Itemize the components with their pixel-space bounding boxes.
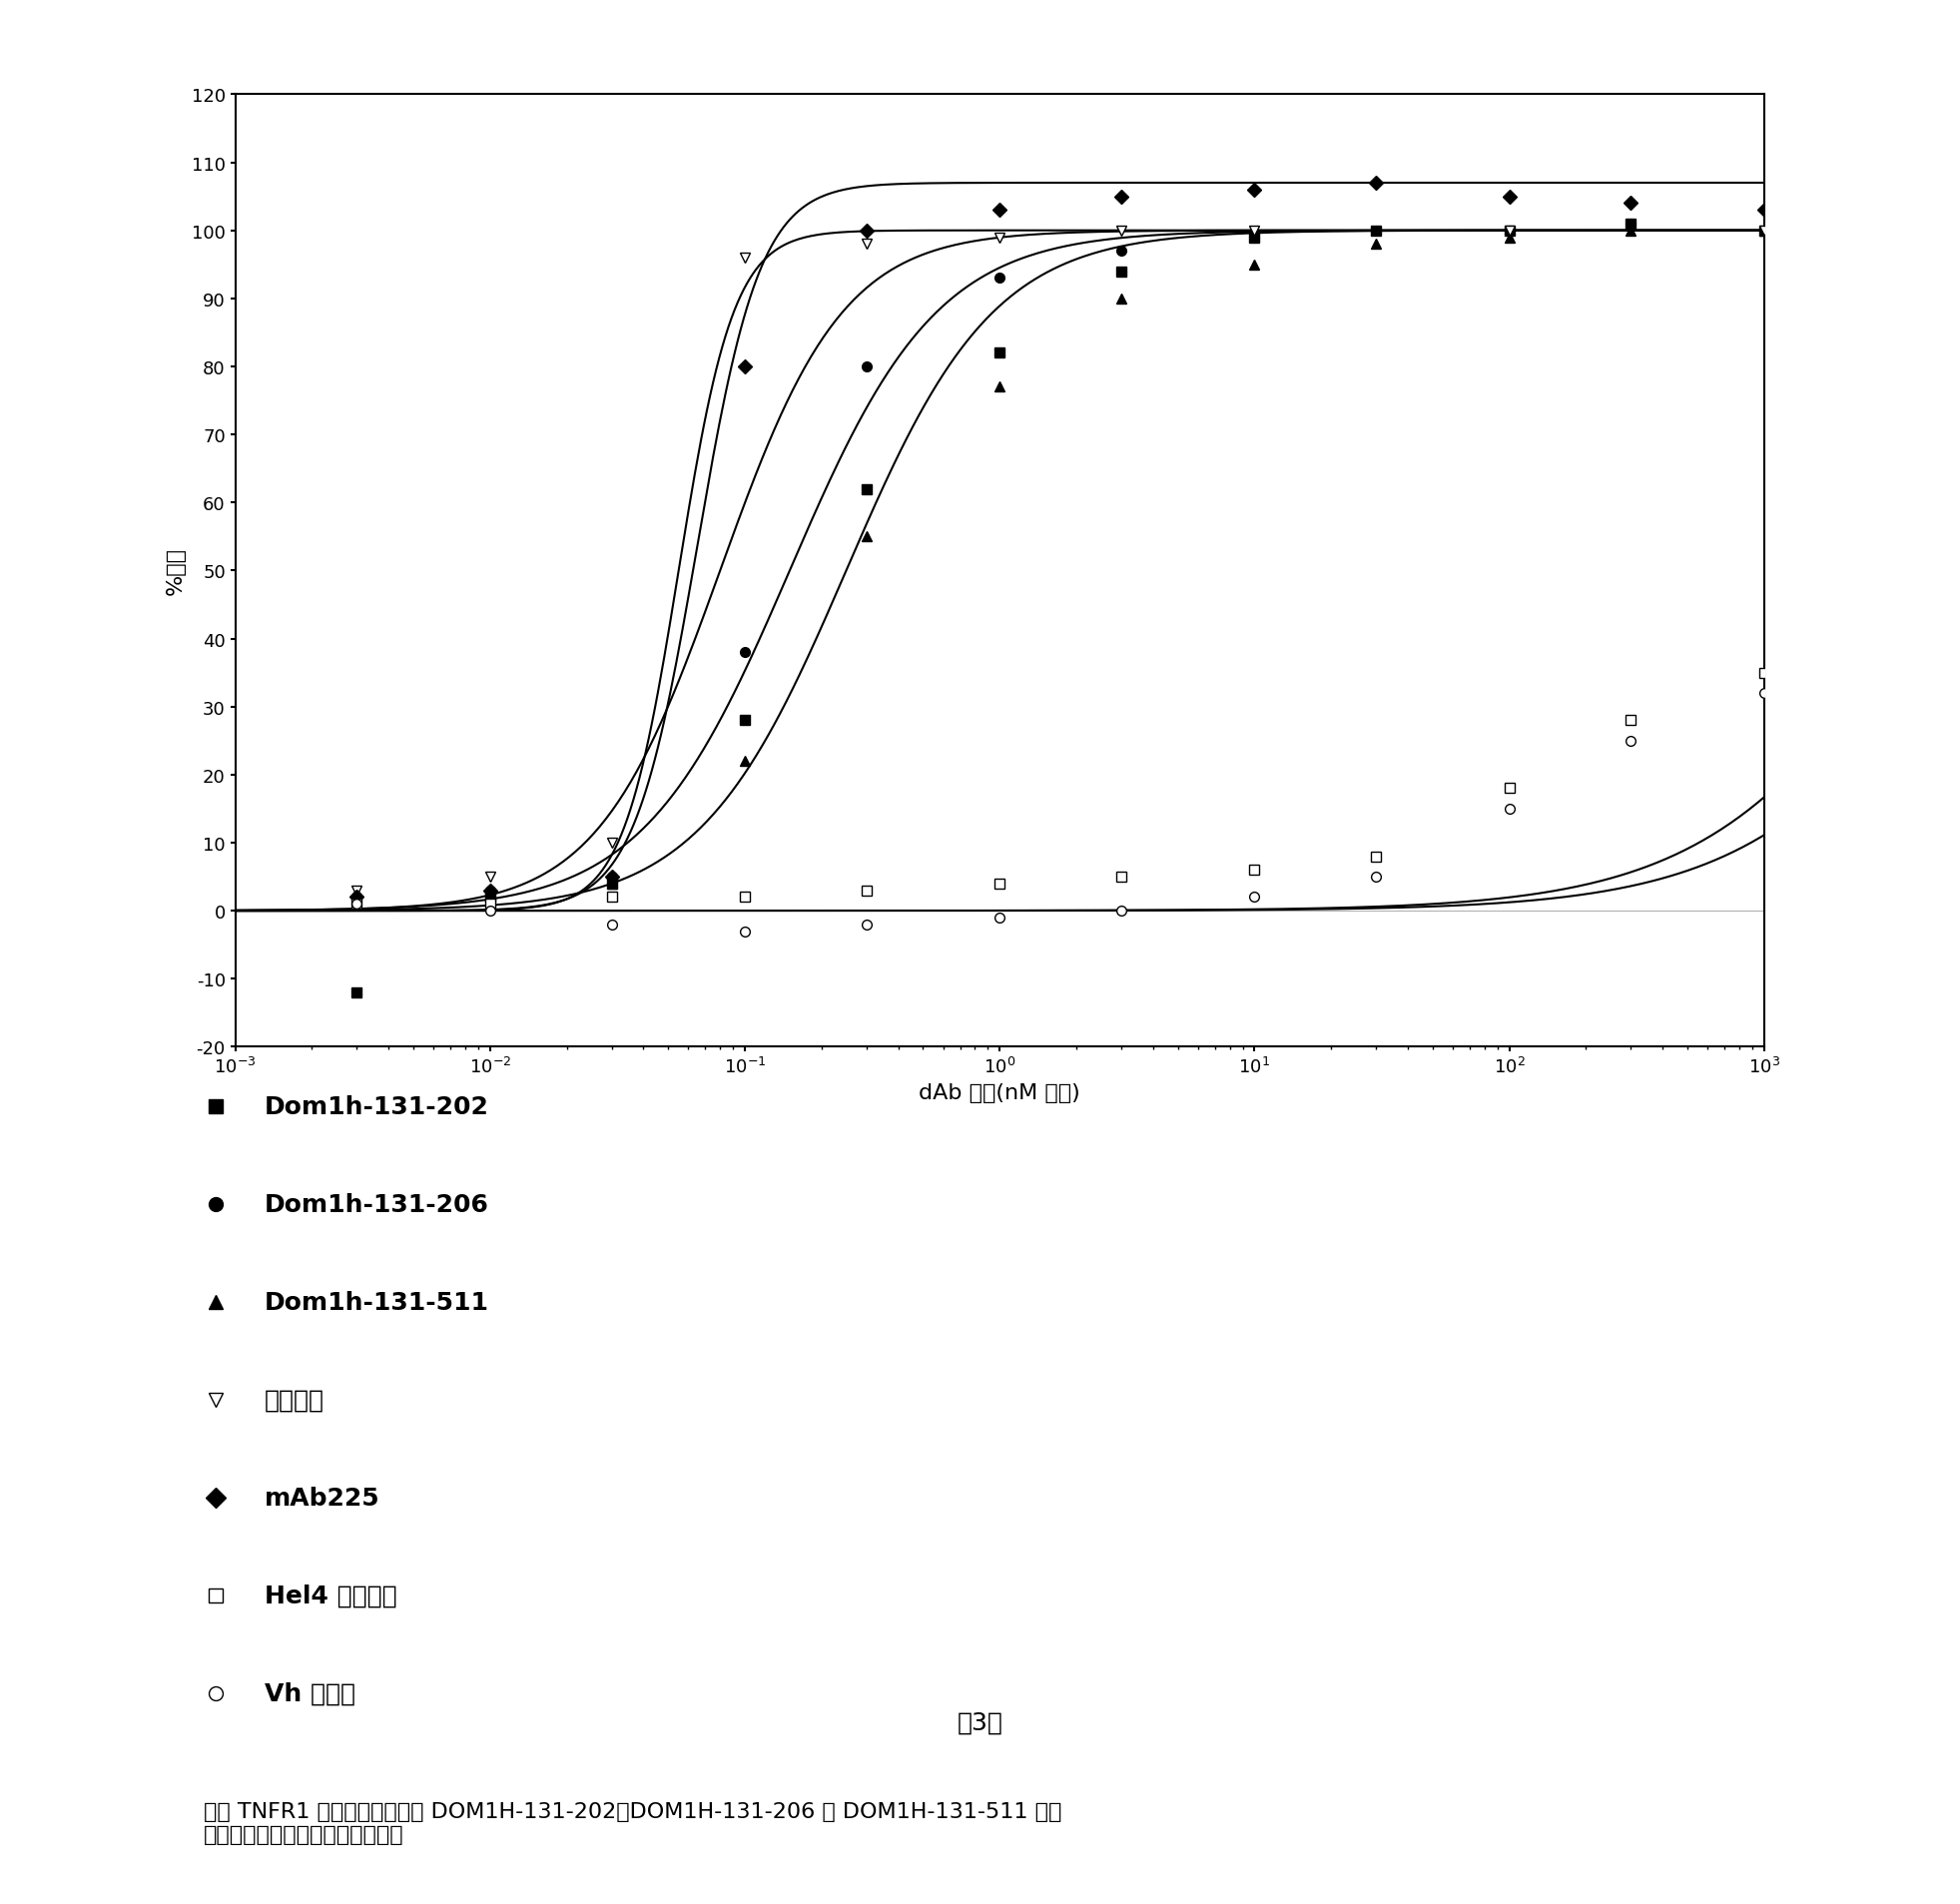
Text: 阳性对照: 阳性对照 bbox=[265, 1388, 325, 1413]
Text: 在人 TNFR1 受体结合测定中的 DOM1H-131-202、DOM1H-131-206 和 DOM1H-131-511 的抑
制作用。每一样品一式四份测试。: 在人 TNFR1 受体结合测定中的 DOM1H-131-202、DOM1H-13… bbox=[204, 1801, 1062, 1845]
Text: 图3：: 图3： bbox=[956, 1710, 1004, 1735]
Text: Vh 模拟物: Vh 模拟物 bbox=[265, 1681, 355, 1704]
X-axis label: dAb 浓度(nM 样品): dAb 浓度(nM 样品) bbox=[919, 1083, 1080, 1102]
Text: Dom1h-131-511: Dom1h-131-511 bbox=[265, 1291, 490, 1314]
Text: Hel4 阴性对照: Hel4 阴性对照 bbox=[265, 1584, 398, 1607]
Y-axis label: %抑制: %抑制 bbox=[167, 546, 186, 596]
Text: Dom1h-131-202: Dom1h-131-202 bbox=[265, 1095, 490, 1120]
Text: Dom1h-131-206: Dom1h-131-206 bbox=[265, 1192, 490, 1217]
Text: mAb225: mAb225 bbox=[265, 1485, 380, 1510]
